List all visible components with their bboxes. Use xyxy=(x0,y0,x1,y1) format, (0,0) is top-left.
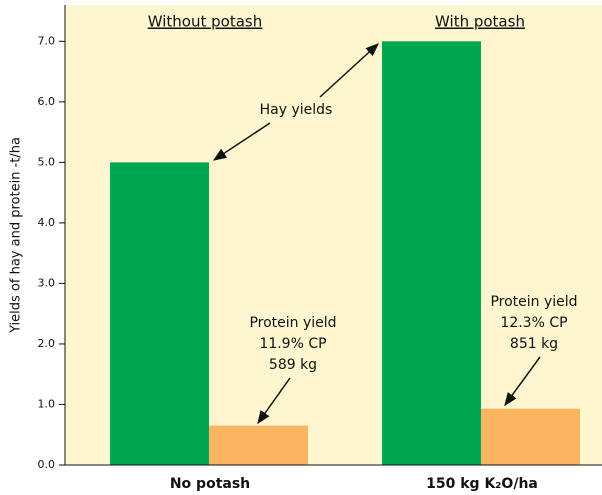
y-tick-label: 4.0 xyxy=(38,216,56,229)
y-tick-label: 0.0 xyxy=(38,458,56,471)
annotation: 589 kg xyxy=(269,357,317,373)
y-tick-label: 3.0 xyxy=(38,276,56,289)
x-tick-label: 150 kg K₂O/ha xyxy=(426,476,538,492)
annotation: Hay yields xyxy=(260,102,333,118)
arrow xyxy=(257,377,291,425)
y-tick-label: 2.0 xyxy=(38,337,56,350)
x-tick-label: No potash xyxy=(170,476,250,492)
y-tick-label: 7.0 xyxy=(38,34,56,47)
group-header: Without potash xyxy=(148,13,263,31)
y-tick-label: 1.0 xyxy=(38,397,56,410)
annotation: 11.9% CP xyxy=(259,336,326,352)
annotation: 851 kg xyxy=(510,336,558,352)
annotation: 12.3% CP xyxy=(500,315,567,331)
y-axis-label: Yields of hay and protein -t/ha xyxy=(9,137,24,334)
bar xyxy=(110,162,209,466)
arrow xyxy=(212,122,271,161)
annotation: Protein yield xyxy=(249,315,336,331)
bars xyxy=(110,41,580,466)
group-header: With potash xyxy=(435,13,525,31)
y-tick-label: 6.0 xyxy=(38,95,56,108)
y-tick-label: 5.0 xyxy=(38,155,56,168)
annotation: Protein yield xyxy=(490,294,577,310)
arrow xyxy=(504,356,541,407)
arrow xyxy=(319,43,379,98)
bar xyxy=(209,425,308,465)
bar xyxy=(481,408,580,465)
bar xyxy=(382,41,481,465)
